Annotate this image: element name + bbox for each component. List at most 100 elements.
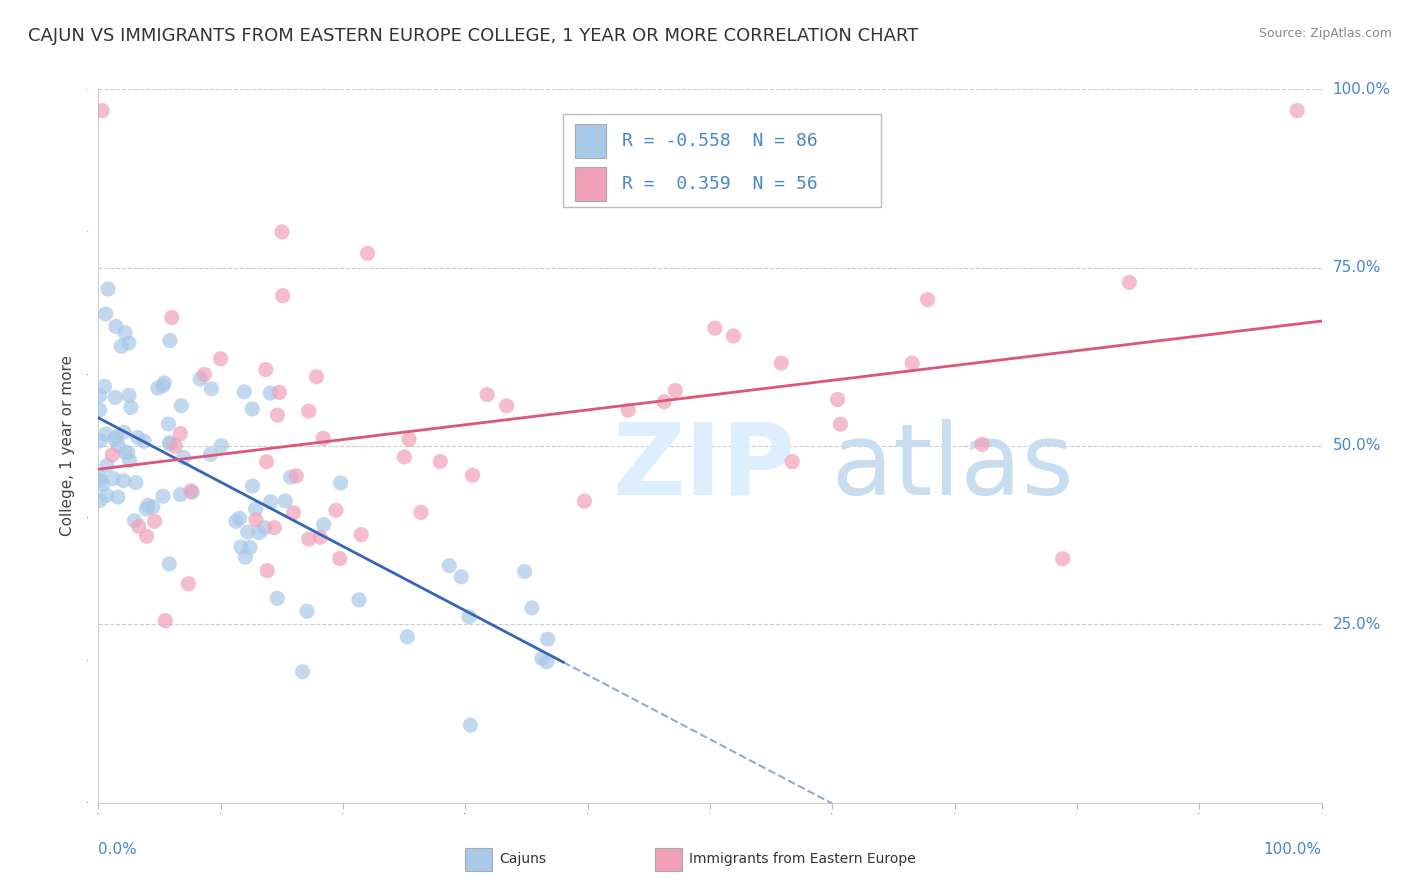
Point (513, 565, 536, 579)
FancyBboxPatch shape (564, 114, 882, 207)
Point (209, 351, 232, 366)
Point (263, 521, 285, 535)
Point (617, 403, 640, 417)
Text: Source: ZipAtlas.com: Source: ZipAtlas.com (1258, 27, 1392, 40)
Text: Immigrants from Eastern Europe: Immigrants from Eastern Europe (689, 852, 915, 866)
Point (242, 479, 264, 493)
Point (652, 394, 675, 409)
Point (247, 525, 270, 540)
Point (1118, 276, 1140, 290)
Point (96, 458, 118, 473)
Point (173, 450, 195, 465)
Point (112, 474, 135, 488)
Point (91, 103, 114, 118)
Point (253, 521, 276, 535)
Point (193, 368, 215, 382)
Point (664, 384, 686, 398)
Point (157, 417, 180, 431)
Point (181, 485, 204, 500)
Text: R = -0.558  N = 86: R = -0.558 N = 86 (621, 132, 818, 150)
Point (450, 570, 472, 584)
Point (429, 454, 451, 468)
Point (170, 399, 193, 413)
Point (132, 434, 155, 449)
Point (574, 494, 596, 508)
Text: 100.0%: 100.0% (1264, 842, 1322, 856)
Point (110, 339, 132, 353)
Text: atlas: atlas (832, 419, 1074, 516)
Point (723, 329, 745, 343)
Point (254, 362, 277, 376)
Point (101, 448, 124, 462)
Point (96, 488, 118, 502)
Point (256, 564, 278, 578)
Text: R =  0.359  N = 56: R = 0.359 N = 56 (621, 175, 818, 193)
Point (256, 455, 278, 469)
Point (124, 514, 146, 528)
Bar (465, 847, 492, 871)
Point (127, 430, 149, 444)
Point (312, 431, 335, 445)
Point (94, 307, 117, 321)
Point (89, 469, 111, 483)
Point (495, 399, 517, 413)
Text: 50.0%: 50.0% (1333, 439, 1381, 453)
Point (104, 391, 127, 405)
Point (120, 401, 142, 415)
Point (152, 378, 174, 392)
Point (305, 369, 328, 384)
Point (225, 514, 247, 528)
Point (159, 334, 181, 348)
Point (159, 435, 181, 450)
Point (188, 372, 211, 386)
Point (143, 514, 166, 528)
Point (245, 513, 267, 527)
Point (329, 551, 352, 566)
Point (89, 493, 111, 508)
Point (114, 445, 136, 459)
Point (114, 326, 136, 340)
Point (180, 483, 202, 498)
Point (901, 356, 924, 370)
Point (520, 601, 543, 615)
Point (169, 487, 191, 501)
Text: 100.0%: 100.0% (1333, 82, 1391, 96)
Point (350, 527, 373, 541)
Point (200, 382, 222, 396)
Point (356, 246, 378, 260)
Point (260, 495, 283, 509)
Point (475, 387, 498, 401)
Point (530, 651, 553, 665)
Point (240, 401, 263, 416)
Point (152, 489, 174, 503)
Point (461, 468, 484, 483)
Text: Cajuns: Cajuns (499, 852, 547, 866)
Point (1286, 103, 1309, 118)
Point (104, 432, 127, 446)
Point (259, 386, 281, 401)
Point (177, 576, 200, 591)
Point (780, 455, 803, 469)
Point (398, 432, 420, 446)
Point (165, 439, 187, 453)
Point (283, 506, 305, 520)
Point (159, 437, 181, 451)
Point (271, 288, 294, 302)
Point (142, 500, 165, 514)
Point (266, 408, 288, 422)
Point (439, 558, 461, 573)
Point (460, 718, 482, 732)
Point (280, 470, 302, 484)
Point (118, 388, 141, 402)
Point (458, 609, 481, 624)
Text: 75.0%: 75.0% (1333, 260, 1381, 275)
Point (291, 665, 314, 679)
Point (135, 529, 157, 543)
Point (917, 293, 939, 307)
Point (274, 494, 297, 508)
Text: ZIP: ZIP (612, 419, 794, 516)
Point (830, 417, 852, 432)
Point (239, 541, 262, 555)
Point (128, 519, 150, 533)
Point (536, 655, 558, 669)
